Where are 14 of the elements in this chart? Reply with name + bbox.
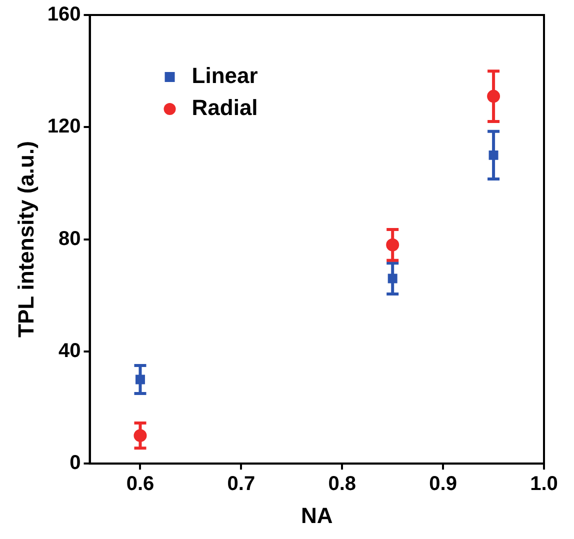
y-tick-label: 120 xyxy=(47,116,81,138)
x-tick-label: 0.9 xyxy=(429,473,457,496)
y-tick-label: 0 xyxy=(70,452,81,474)
x-tick-label: 0.8 xyxy=(328,473,356,496)
x-tick-label: 1.0 xyxy=(530,473,558,496)
x-axis-title: NA xyxy=(300,502,333,528)
legend-label: Linear xyxy=(192,63,258,88)
x-tick-label: 0.6 xyxy=(126,473,154,496)
y-axis-title: TPL intensity (a.u.) xyxy=(13,141,38,338)
y-tick-label: 40 xyxy=(58,340,81,362)
legend-label: Radial xyxy=(192,95,258,120)
y-tick-label: 160 xyxy=(47,4,81,26)
x-tick-label: 0.7 xyxy=(227,473,256,496)
y-tick-label: 80 xyxy=(58,228,81,250)
